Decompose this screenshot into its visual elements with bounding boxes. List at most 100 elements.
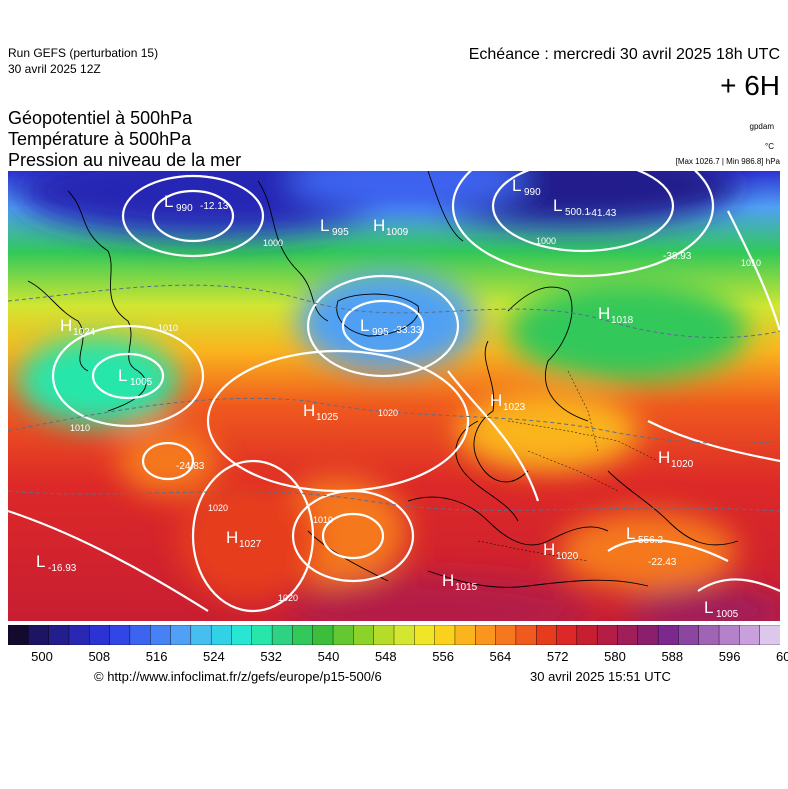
low-pressure-marker: L xyxy=(164,192,173,211)
low-pressure-value: 990 xyxy=(524,187,541,198)
temperature-label: -41.43 xyxy=(588,208,617,219)
colorbar-label: 500 xyxy=(31,649,53,664)
colorbar-label: 564 xyxy=(489,649,512,664)
low-pressure-value: -16.93 xyxy=(48,563,77,574)
high-pressure-value: 1015 xyxy=(455,582,478,593)
colorbar-swatch xyxy=(617,625,639,645)
low-pressure-marker: L xyxy=(360,316,369,335)
isobar-label: 1010 xyxy=(741,258,761,268)
high-pressure-value: 1020 xyxy=(671,459,694,470)
high-pressure-marker: H xyxy=(60,316,72,335)
colorbar-swatch xyxy=(210,625,233,645)
isobar-label: 1010 xyxy=(70,423,90,433)
high-pressure-value: 1027 xyxy=(239,539,262,550)
high-pressure-marker: H xyxy=(373,216,385,235)
colorbar-swatch xyxy=(637,625,659,645)
colorbar-swatch xyxy=(251,625,273,645)
borders xyxy=(477,370,659,562)
low-pressure-value: 500.1 xyxy=(565,207,590,218)
param-pressure: Pression au niveau de la mer xyxy=(8,150,242,170)
colorbar-swatch xyxy=(698,625,720,645)
colorbar-swatch xyxy=(556,625,578,645)
low-pressure-value: 995 xyxy=(332,227,349,238)
high-pressure-value: 1009 xyxy=(386,227,409,238)
colorbar-swatch xyxy=(393,625,416,645)
colorbar-swatch xyxy=(576,625,598,645)
colorbar-swatch xyxy=(231,625,253,645)
colorbar-label: 588 xyxy=(661,649,684,664)
colorbar-label: 604 xyxy=(776,649,788,664)
colorbar-swatch xyxy=(414,625,436,645)
isobar-label: 1020 xyxy=(278,593,298,603)
colorbar-label: 524 xyxy=(203,649,225,664)
colorbar-swatch xyxy=(28,625,50,645)
high-pressure-marker: H xyxy=(658,448,670,467)
temperature-label: -12.13 xyxy=(200,201,229,212)
colorbar-label: 516 xyxy=(145,649,168,664)
run-title: Run GEFS (perturbation 15) xyxy=(8,46,159,60)
colorbar-swatch xyxy=(718,625,741,645)
high-pressure-marker: H xyxy=(303,401,315,420)
colorbar-swatch xyxy=(536,625,558,645)
low-pressure-marker: L xyxy=(320,216,329,235)
isobar-label: 1010 xyxy=(158,323,178,333)
high-pressure-marker: H xyxy=(442,571,454,590)
low-pressure-marker: L xyxy=(36,552,45,571)
colorbar-swatch xyxy=(353,625,375,645)
high-pressure-value: 1023 xyxy=(503,402,526,413)
colorbar-swatch xyxy=(495,625,517,645)
unit-pressure-range: [Max 1026.7 | Min 986.8] hPa xyxy=(675,157,780,166)
temperature-label: -33.33 xyxy=(393,325,422,336)
isobar-label: 1020 xyxy=(208,503,228,513)
lead-time: + 6H xyxy=(720,70,780,101)
colorbar-swatch xyxy=(190,625,212,645)
credit-text: © http://www.infoclimat.fr/z/gefs/europe… xyxy=(94,669,382,684)
run-date: 30 avril 2025 12Z xyxy=(8,62,101,76)
colorbar-swatch xyxy=(434,625,456,645)
colorbar-swatch xyxy=(170,625,192,645)
colorbar-label: 572 xyxy=(546,649,569,664)
high-pressure-marker: H xyxy=(490,391,502,410)
low-pressure-value: 556.2 xyxy=(638,535,663,546)
high-pressure-value: 1018 xyxy=(611,315,634,326)
valid-time: Echéance : mercredi 30 avril 2025 18h UT… xyxy=(468,46,780,63)
high-pressure-value: 1020 xyxy=(556,551,579,562)
temperature-label: -38.93 xyxy=(663,251,692,262)
colorbar-swatch xyxy=(89,625,111,645)
low-pressure-value: 1005 xyxy=(130,377,153,388)
isobar-label: 1020 xyxy=(378,408,398,418)
high-pressure-marker: H xyxy=(598,304,610,323)
colorbar-swatch xyxy=(596,625,619,645)
colorbar-swatch xyxy=(454,625,476,645)
unit-geopotential: gpdam xyxy=(749,122,774,131)
param-temperature: Température à 500hPa xyxy=(8,129,192,149)
colorbar-swatch xyxy=(739,625,761,645)
colorbar-label: 532 xyxy=(260,649,283,664)
coastlines xyxy=(27,171,739,588)
colorbar-label: 540 xyxy=(317,649,340,664)
colorbar-swatch xyxy=(129,625,151,645)
low-pressure-marker: L xyxy=(704,598,713,617)
high-pressure-value: 1024 xyxy=(73,327,96,338)
colorbar-swatch xyxy=(150,625,172,645)
colorbar-label: 548 xyxy=(374,649,397,664)
unit-temperature: °C xyxy=(765,142,774,151)
isobars xyxy=(8,171,780,613)
isobar-label: 1000 xyxy=(263,238,283,248)
colorbar-swatch xyxy=(312,625,334,645)
isobar-label: 1000 xyxy=(536,236,556,246)
temperature-label: -22.43 xyxy=(648,557,677,568)
low-pressure-value: 995 xyxy=(372,327,389,338)
low-pressure-value: 1005 xyxy=(716,609,739,620)
low-pressure-marker: L xyxy=(118,366,127,385)
colorbar-swatch xyxy=(475,625,497,645)
generated-time: 30 avril 2025 15:51 UTC xyxy=(530,669,671,684)
high-pressure-value: 1025 xyxy=(316,412,339,423)
high-pressure-marker: H xyxy=(226,528,238,547)
temperature-isolines xyxy=(8,284,780,512)
colorbar xyxy=(8,625,780,645)
colorbar-swatch xyxy=(373,625,395,645)
param-geopotential: Géopotentiel à 500hPa xyxy=(8,108,193,128)
